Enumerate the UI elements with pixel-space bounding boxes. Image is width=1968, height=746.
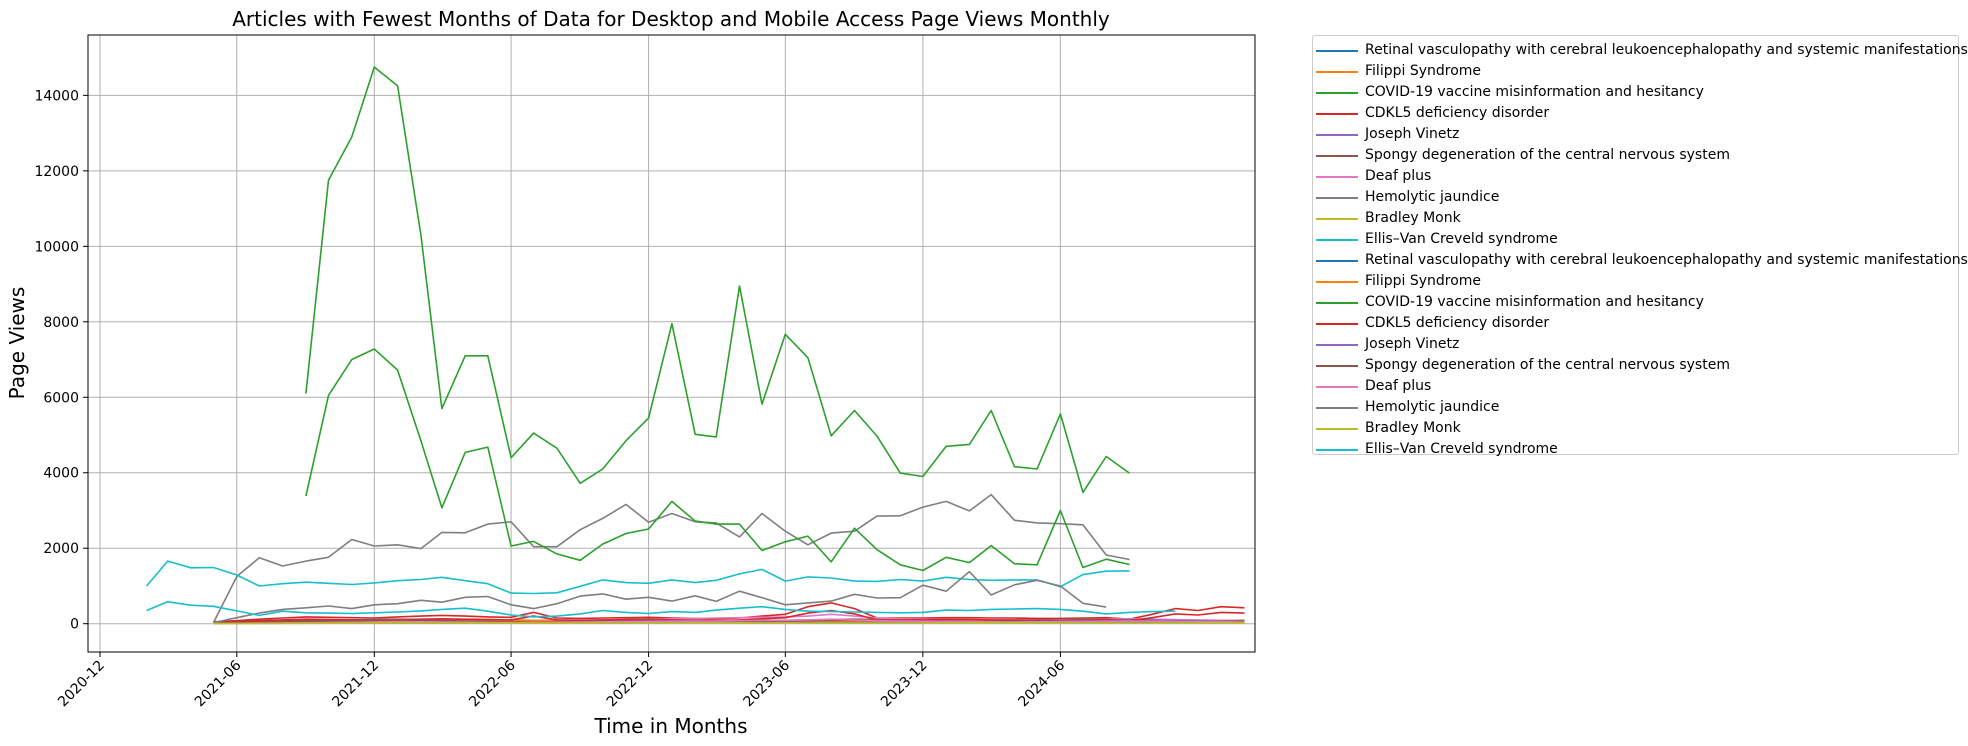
series-lines — [145, 66, 1245, 625]
y-axis-label: Page Views — [5, 287, 29, 400]
legend-swatch — [1316, 302, 1358, 304]
legend-swatch — [1316, 260, 1358, 262]
y-tick-label: 0 — [70, 617, 79, 633]
legend-swatch — [1316, 71, 1358, 73]
series-line-16 — [213, 618, 1245, 625]
series-line-18 — [213, 621, 1245, 625]
legend-label: Hemolytic jaundice — [1365, 399, 1500, 415]
legend-item: Filippi Syndrome — [1313, 61, 1958, 82]
legend-item: Spongy degeneration of the central nervo… — [1313, 145, 1958, 166]
legend-item: Spongy degeneration of the central nervo… — [1313, 355, 1958, 376]
legend-swatch — [1316, 134, 1358, 136]
legend-label: Hemolytic jaundice — [1365, 189, 1500, 205]
legend-label: Spongy degeneration of the central nervo… — [1365, 147, 1730, 163]
legend-swatch — [1316, 92, 1358, 94]
series-line-12 — [305, 348, 1130, 572]
legend-item: Ellis–Van Creveld syndrome — [1313, 439, 1958, 460]
legend-item: Joseph Vinetz — [1313, 124, 1958, 145]
legend-swatch — [1316, 218, 1358, 220]
legend-swatch — [1316, 239, 1358, 241]
legend-label: Filippi Syndrome — [1365, 63, 1482, 79]
legend-swatch — [1316, 323, 1358, 325]
legend-item: Hemolytic jaundice — [1313, 397, 1958, 418]
legend-item: Filippi Syndrome — [1313, 271, 1958, 292]
legend-item: Retinal vasculopathy with cerebral leuko… — [1313, 250, 1968, 271]
chart-title: Articles with Fewest Months of Data for … — [232, 7, 1110, 31]
legend-item: Hemolytic jaundice — [1313, 187, 1958, 208]
legend-item: Bradley Monk — [1313, 418, 1958, 439]
legend-item: Bradley Monk — [1313, 208, 1958, 229]
y-tick-label: 2000 — [43, 541, 79, 557]
legend-swatch — [1316, 344, 1358, 346]
legend-label: Spongy degeneration of the central nervo… — [1365, 357, 1730, 373]
legend-swatch — [1316, 449, 1358, 451]
y-tick-label: 12000 — [34, 164, 79, 180]
y-tick-label: 4000 — [43, 466, 79, 482]
legend: Retinal vasculopathy with cerebral leuko… — [1312, 35, 1968, 457]
legend-label: Ellis–Van Creveld syndrome — [1365, 441, 1558, 457]
legend-item: CDKL5 deficiency disorder — [1313, 103, 1958, 124]
legend-swatch — [1316, 113, 1358, 115]
legend-label: Joseph Vinetz — [1365, 336, 1460, 352]
series-line-19 — [146, 600, 1176, 618]
legend-swatch — [1316, 428, 1358, 430]
legend-label: CDKL5 deficiency disorder — [1365, 315, 1550, 331]
legend-label: Bradley Monk — [1365, 210, 1461, 226]
y-tick-label: 14000 — [34, 88, 79, 104]
legend-swatch — [1316, 281, 1358, 283]
y-tick-label: 10000 — [34, 239, 79, 255]
legend-swatch — [1316, 386, 1358, 388]
legend-label: Deaf plus — [1365, 168, 1432, 184]
legend-label: COVID-19 vaccine misinformation and hesi… — [1365, 294, 1704, 310]
series-line-2 — [305, 66, 1130, 494]
y-tick-label: 6000 — [43, 390, 79, 406]
series-line-17 — [213, 570, 1107, 624]
legend-item: Deaf plus — [1313, 166, 1958, 187]
y-tick-label: 8000 — [43, 315, 79, 331]
legend-item: Joseph Vinetz — [1313, 334, 1958, 355]
legend-swatch — [1316, 197, 1358, 199]
legend-label: COVID-19 vaccine misinformation and hesi… — [1365, 84, 1704, 100]
legend-swatch — [1316, 176, 1358, 178]
legend-swatch — [1316, 407, 1358, 409]
legend-item: Deaf plus — [1313, 376, 1958, 397]
legend-label: Bradley Monk — [1365, 420, 1461, 436]
legend-label: CDKL5 deficiency disorder — [1365, 105, 1550, 121]
series-line-7 — [212, 493, 1130, 623]
legend-label: Ellis–Van Creveld syndrome — [1365, 231, 1558, 247]
x-axis-label: Time in Months — [594, 714, 748, 738]
legend-item: COVID-19 vaccine misinformation and hesi… — [1313, 82, 1958, 103]
legend-swatch — [1316, 365, 1358, 367]
legend-swatch — [1316, 50, 1358, 52]
legend-item: COVID-19 vaccine misinformation and hesi… — [1313, 292, 1958, 313]
y-axis-ticks: 0 2000 4000 6000 8000 10000 12000 14000 — [34, 88, 88, 633]
legend-label: Joseph Vinetz — [1365, 126, 1460, 142]
legend-item: Retinal vasculopathy with cerebral leuko… — [1313, 40, 1968, 61]
legend-swatch — [1316, 155, 1358, 157]
legend-label: Deaf plus — [1365, 378, 1432, 394]
legend-label: Retinal vasculopathy with cerebral leuko… — [1365, 252, 1968, 268]
legend-item: Ellis–Van Creveld syndrome — [1313, 229, 1958, 250]
plot-frame — [87, 34, 1256, 653]
legend-label: Retinal vasculopathy with cerebral leuko… — [1365, 42, 1968, 58]
legend-item: CDKL5 deficiency disorder — [1313, 313, 1958, 334]
legend-label: Filippi Syndrome — [1365, 273, 1482, 289]
series-line-9 — [145, 560, 1130, 595]
